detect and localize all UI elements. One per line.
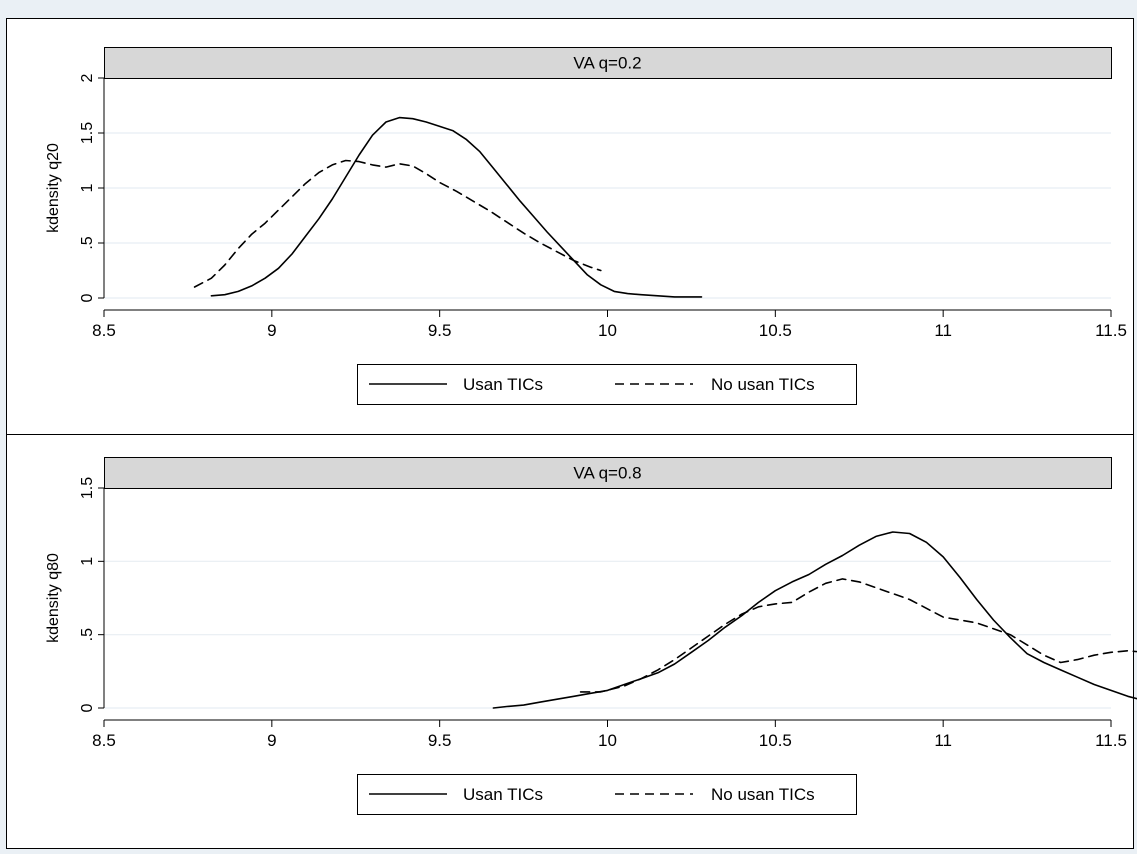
panel-2: VA q=0.80.511.58.5 9 9.5 10 10.5 11 11.5kdensi… — [6, 434, 1137, 849]
y-tick-label: 0 — [79, 703, 96, 712]
y-tick-label: 1.5 — [79, 477, 96, 499]
legend-label: No usan TICs — [711, 785, 815, 804]
y-axis-title: kdensity q80 — [45, 553, 62, 643]
series-line-usan-tics — [210, 116, 703, 298]
panel-title: VA q=0.8 — [573, 464, 641, 483]
x-tick-label: 9.5 — [428, 321, 452, 340]
x-tick-label: 9 — [267, 321, 276, 340]
y-tick-label: 2 — [79, 73, 96, 82]
panel-1: VA q=0.20.511.528.5 9 9.5 10 10.5 11 11.5kdens… — [6, 18, 1134, 437]
x-tick-label: 11.5 — [1095, 321, 1127, 340]
panel-title: VA q=0.2 — [573, 54, 641, 73]
x-tick-label: 11.5 — [1095, 731, 1127, 750]
x-tick-label: 10 — [598, 321, 617, 340]
legend-label: No usan TICs — [711, 375, 815, 394]
legend-label: Usan TICs — [463, 785, 543, 804]
y-axis-title: kdensity q20 — [45, 143, 62, 233]
strip-header — [104, 457, 1112, 489]
y-tick-label: 1 — [79, 183, 96, 192]
y-tick-label: 1.5 — [79, 122, 96, 144]
series-line-no-usan-tics — [579, 578, 1137, 693]
y-tick-label: 1 — [79, 557, 96, 566]
legend-label: Usan TICs — [463, 375, 543, 394]
x-tick-label: 10 — [598, 731, 617, 750]
y-tick-label: .5 — [79, 628, 96, 641]
x-tick-label: 8.5 — [92, 321, 116, 340]
series-line-no-usan-tics — [193, 159, 602, 288]
x-tick-label: 10.5 — [759, 731, 792, 750]
x-tick-label: 9 — [267, 731, 276, 750]
x-tick-label: 10.5 — [759, 321, 792, 340]
x-tick-label: 11 — [934, 731, 952, 750]
legend: Usan TICs No usan TICs — [357, 774, 857, 815]
y-tick-label: 0 — [79, 293, 96, 302]
x-tick-label: 11 — [934, 321, 952, 340]
strip-header — [104, 47, 1112, 79]
x-tick-label: 8.5 — [92, 731, 116, 750]
legend: Usan TICs No usan TICs — [357, 364, 857, 405]
y-tick-label: .5 — [79, 236, 96, 249]
x-tick-label: 9.5 — [428, 731, 452, 750]
